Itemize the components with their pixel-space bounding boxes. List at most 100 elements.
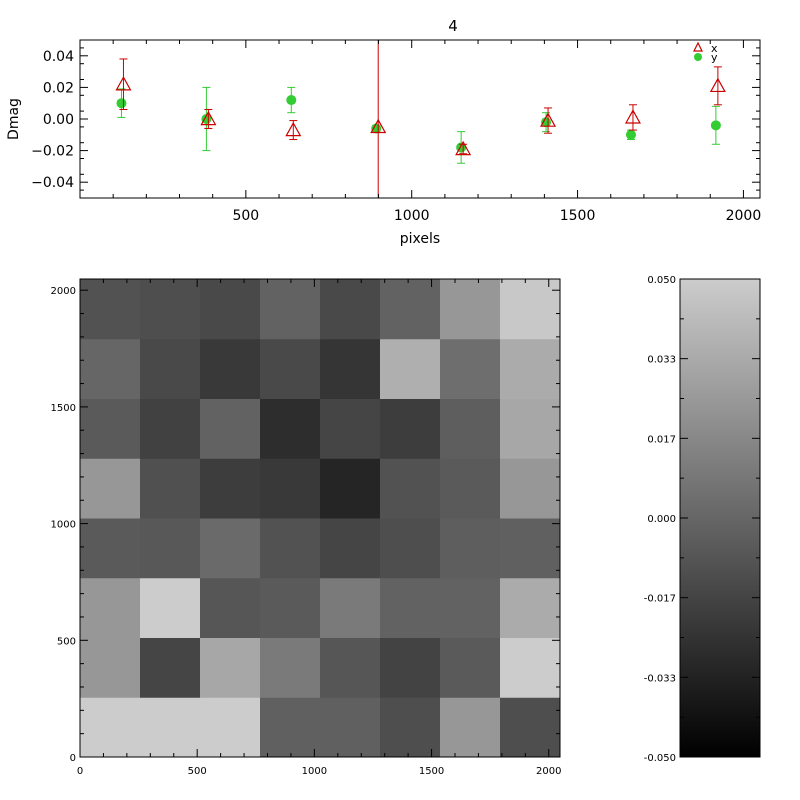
heatmap-cell	[380, 279, 441, 340]
heatmap-cell	[140, 338, 201, 399]
heatmap-cell	[260, 518, 321, 579]
heatmap-cell	[320, 279, 381, 340]
legend-marker-y	[694, 53, 702, 61]
data-point-x	[115, 76, 132, 91]
heatmap-cell	[440, 458, 501, 519]
heatmap-cell	[380, 637, 441, 698]
x-tick-label: 2000	[726, 208, 762, 224]
x-tick-label: 0	[77, 766, 83, 777]
x-tick-label: 500	[232, 208, 259, 224]
colorbar-tick-label: 0.000	[647, 514, 676, 525]
heatmap-cell	[320, 458, 381, 519]
heatmap-cell	[260, 577, 321, 638]
heatmap-cell	[80, 338, 141, 399]
heatmap-cells	[80, 279, 561, 758]
y-tick-label: −0.02	[31, 144, 74, 160]
heatmap-cell	[80, 637, 141, 698]
heatmap-cell	[200, 637, 261, 698]
heatmap-cell	[320, 697, 381, 758]
scatter-plot: 4 500 1000 1500 20000.040.020.00−0.02−0.04 …	[6, 17, 761, 247]
heatmap-cell	[200, 577, 261, 638]
heatmap-cell	[440, 398, 501, 459]
heatmap-cell	[80, 697, 141, 758]
series-group	[115, 40, 726, 198]
heatmap-cell	[380, 338, 441, 399]
heatmap-cell	[440, 279, 501, 340]
heatmap-cell	[380, 697, 441, 758]
heatmap-cell	[200, 697, 261, 758]
heatmap-cell	[380, 458, 441, 519]
legend-marker-x	[693, 41, 703, 52]
heatmap-cell	[80, 398, 141, 459]
heatmap-cell	[440, 518, 501, 579]
y-tick-label: 0	[70, 753, 76, 764]
heatmap-cell	[140, 637, 201, 698]
heatmap-cell	[320, 398, 381, 459]
heatmap-cell	[260, 279, 321, 340]
y-axis-label: Dmag	[6, 98, 22, 140]
heatmap-cell	[200, 279, 261, 340]
colorbar-tick-label: 0.033	[647, 355, 676, 366]
heatmap-cell	[140, 279, 201, 340]
heatmap-cell	[260, 637, 321, 698]
y-tick-label: 1000	[51, 520, 76, 531]
data-point-y	[625, 129, 636, 140]
heatmap-cell	[200, 338, 261, 399]
legend-label-y: y	[711, 51, 718, 64]
heatmap: 00 500 500 1000 1000 1500 1500 2000 2000	[51, 278, 561, 777]
y-tick-label: 0.00	[43, 112, 74, 128]
heatmap-cell	[380, 398, 441, 459]
colorbar-tick-label: -0.033	[644, 673, 676, 684]
heatmap-cell	[80, 279, 141, 340]
x-tick-label: 500	[188, 766, 207, 777]
heatmap-cell	[500, 697, 561, 758]
colorbar-tick-label: 0.017	[647, 434, 676, 445]
heatmap-cell	[500, 637, 561, 698]
heatmap-cell	[140, 398, 201, 459]
data-point-x	[285, 121, 302, 137]
heatmap-cell	[140, 458, 201, 519]
heatmap-cell	[200, 518, 261, 579]
x-tick-label: 1500	[560, 208, 596, 224]
data-point-y	[116, 98, 127, 109]
x-tick-label: 1000	[302, 766, 327, 777]
heatmap-cell	[380, 577, 441, 638]
heatmap-cell	[320, 518, 381, 579]
y-tick-label: 2000	[51, 286, 76, 297]
y-tick-label: −0.04	[31, 175, 74, 191]
data-point-x	[709, 77, 726, 93]
y-tick-label: 1500	[51, 403, 76, 414]
colorbar-tick-label: 0.050	[647, 275, 676, 286]
x-tick-label: 2000	[536, 766, 561, 777]
heatmap-cell	[140, 518, 201, 579]
colorbar-axes: 0.050 0.033 0.017 0.000 -0.017 -0.033 -0.050	[644, 275, 760, 764]
scatter-axes: 500 1000 1500 2000 0.04 0.02 0.00 −0.02 −0.04	[31, 40, 761, 224]
data-point-x	[370, 118, 387, 134]
heatmap-cell	[80, 577, 141, 638]
heatmap-cell	[500, 279, 561, 340]
heatmap-cell	[260, 398, 321, 459]
colorbar-tick-label: -0.017	[644, 594, 676, 605]
plot-frame	[79, 39, 761, 199]
heatmap-cell	[500, 577, 561, 638]
heatmap-cell	[260, 458, 321, 519]
y-tick-label: 500	[57, 636, 76, 647]
data-point-x	[455, 140, 472, 156]
heatmap-cell	[440, 697, 501, 758]
heatmap-cell	[200, 458, 261, 519]
heatmap-cell	[320, 577, 381, 638]
data-point-x	[200, 110, 217, 126]
heatmap-cell	[440, 338, 501, 399]
colorbar: 0.050 0.033 0.017 0.000 -0.017 -0.033 -0.050	[644, 275, 761, 764]
x-tick-label: 1500	[419, 766, 444, 777]
legend-label-x: x	[711, 42, 718, 55]
heatmap-cell	[500, 458, 561, 519]
heatmap-cell	[260, 338, 321, 399]
heatmap-cell	[80, 518, 141, 579]
x-tick-label: 1000	[394, 208, 430, 224]
heatmap-frame	[79, 278, 561, 758]
data-point-y	[286, 95, 297, 106]
heatmap-cell	[440, 577, 501, 638]
heatmap-cell	[440, 637, 501, 698]
